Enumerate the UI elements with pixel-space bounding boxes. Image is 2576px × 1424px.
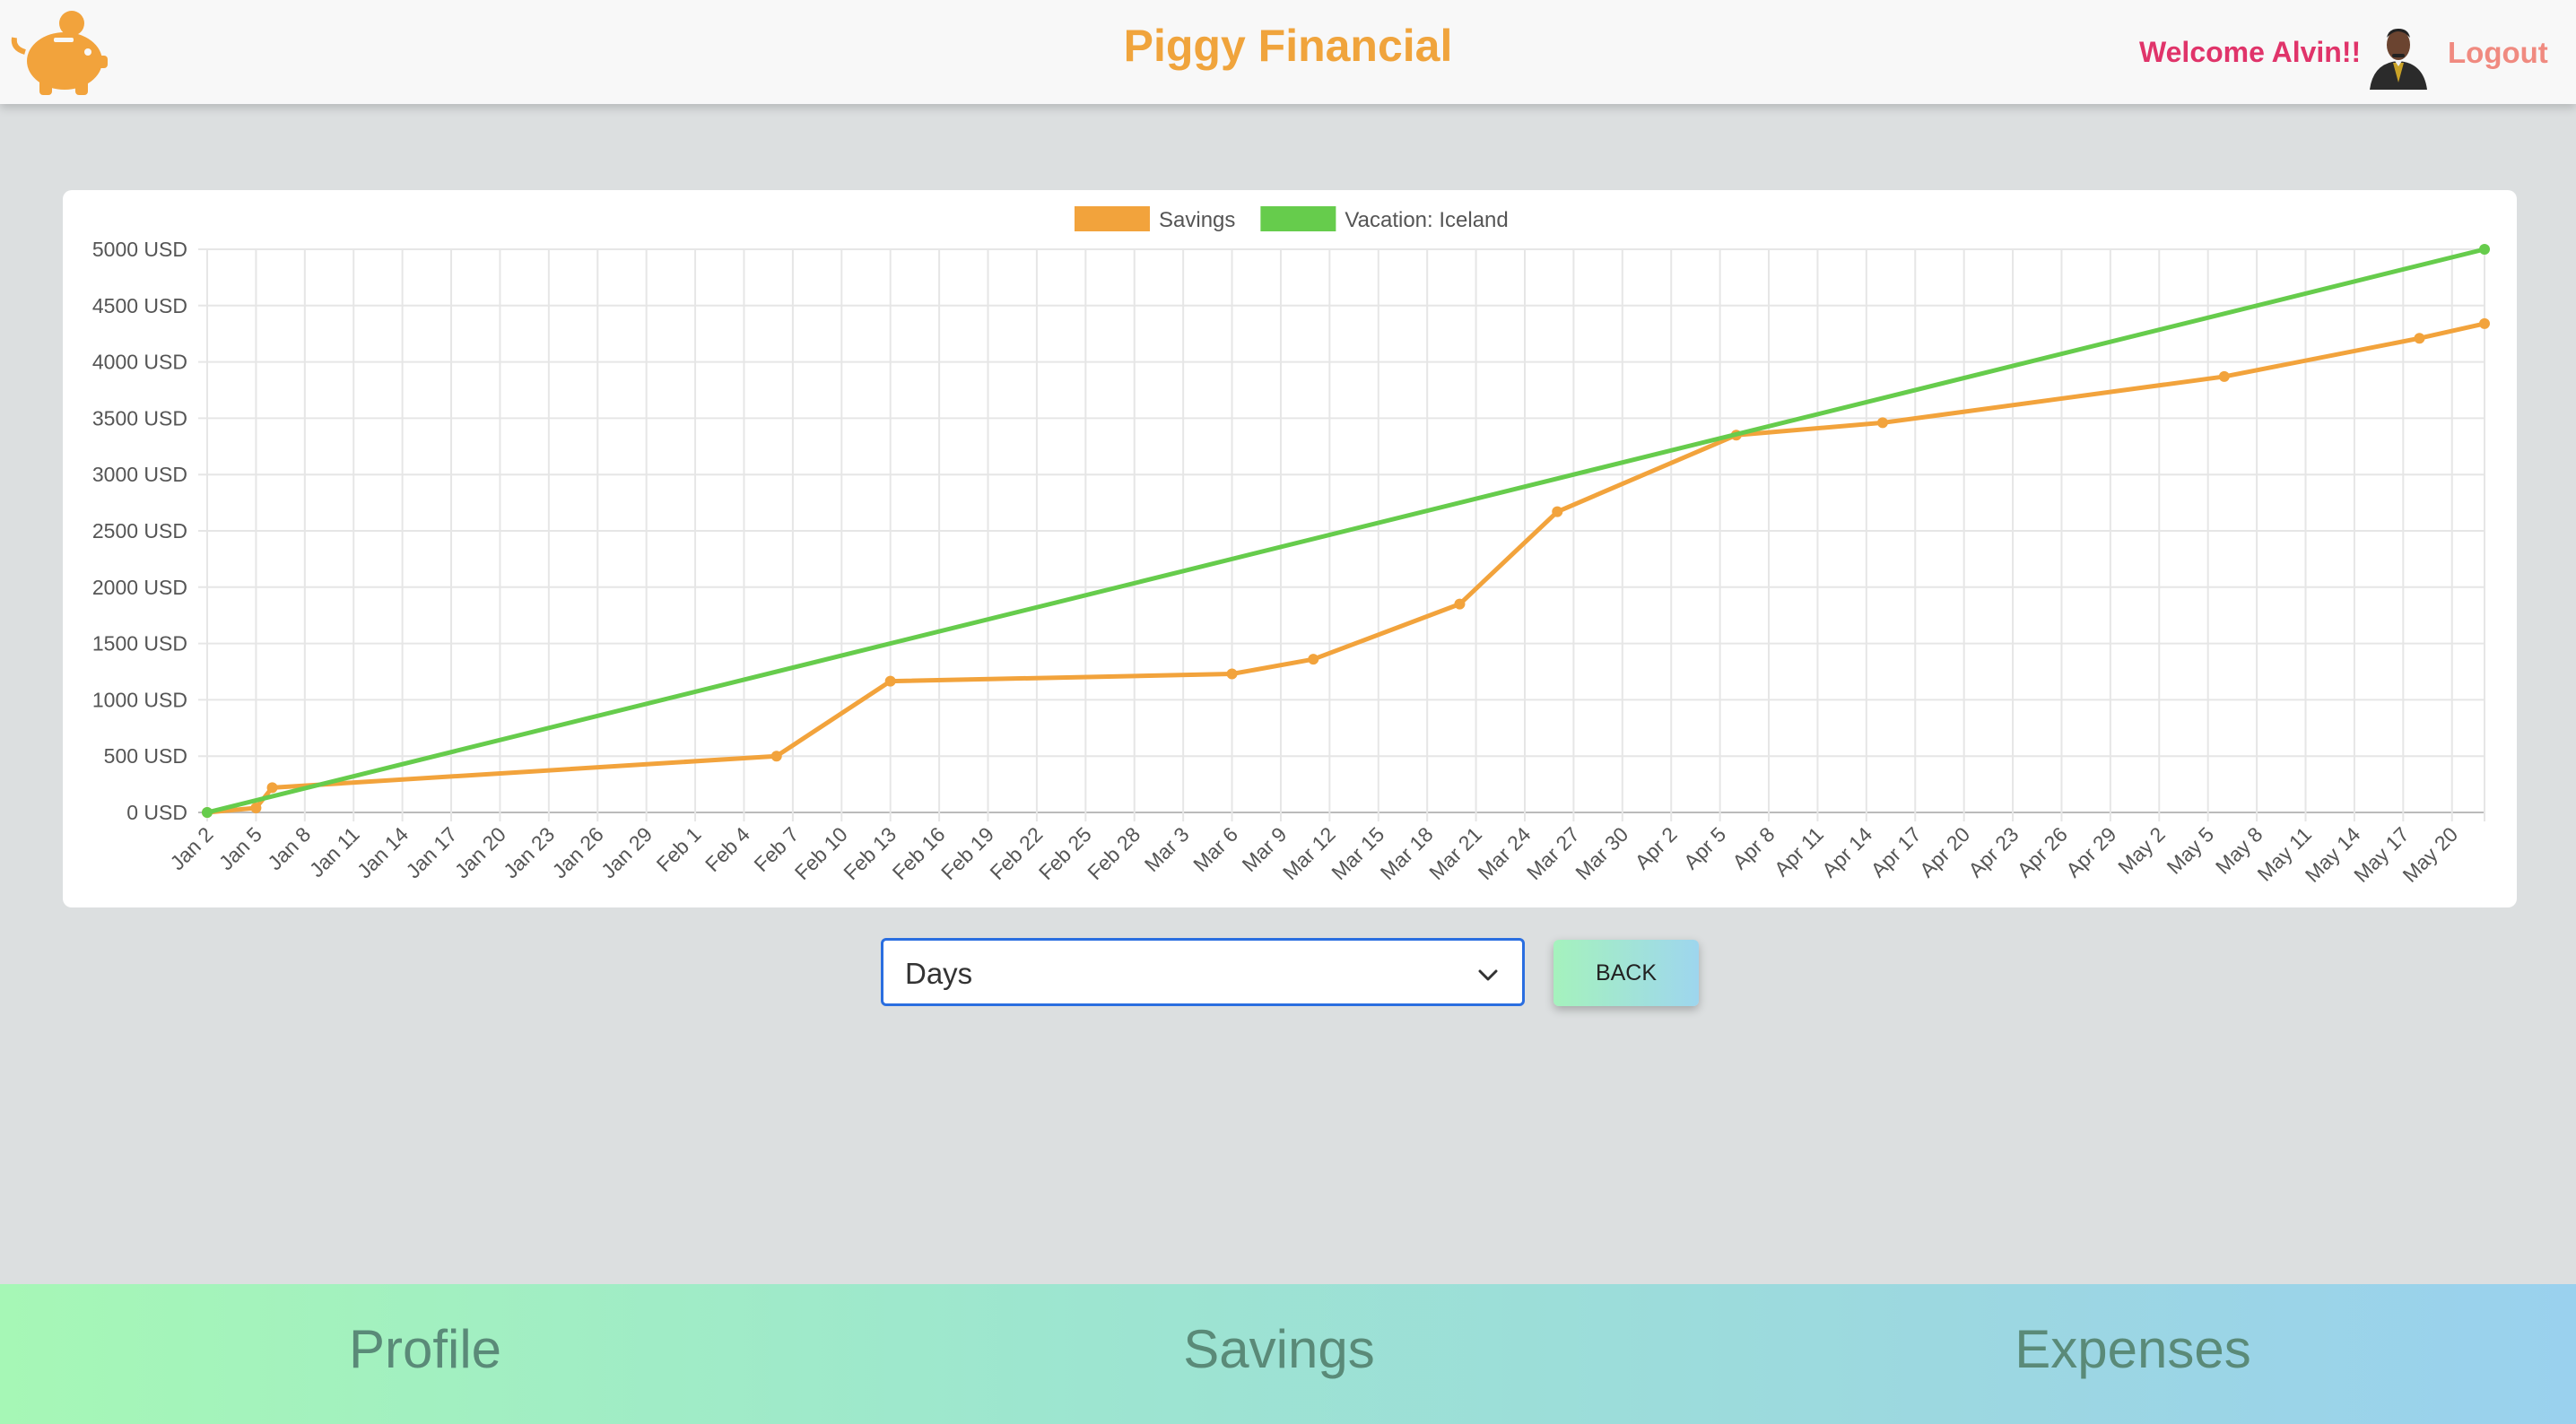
x-tick-label: Mar 6 [1188, 822, 1242, 876]
x-tick-label: Mar 12 [1278, 822, 1340, 884]
y-tick-label: 3500 USD [92, 406, 187, 430]
x-tick-label: Mar 24 [1474, 822, 1536, 884]
x-tick-label: Apr 23 [1963, 822, 2023, 881]
period-select-value: Days [905, 957, 973, 990]
savings-chart-card: 5000 USD 4500 USD 4000 USD 3500 USD 3000 USD… [63, 190, 2517, 907]
x-tick-label: Mar 15 [1327, 822, 1388, 884]
x-tick-label: Feb 4 [701, 822, 754, 876]
data-point [202, 807, 213, 818]
nav-profile[interactable]: Profile [348, 1319, 502, 1379]
x-tick-label: Apr 14 [1817, 822, 1876, 881]
welcome-message: Welcome Alvin!! [2139, 36, 2362, 68]
y-tick-label: 4500 USD [92, 294, 187, 317]
x-tick-label: Apr 29 [2061, 822, 2120, 881]
x-tick-label: Apr 17 [1866, 822, 1925, 881]
chart-grid [198, 248, 2485, 821]
data-point [1454, 598, 1466, 610]
top-header: Piggy Financial Welcome Alvin!! Logout [0, 0, 2576, 104]
data-point [1308, 654, 1319, 665]
x-tick-label: Mar 30 [1571, 822, 1632, 884]
x-tick-label: Jan 29 [596, 822, 657, 882]
x-tick-label: Jan 17 [401, 822, 461, 882]
legend-label: Vacation: Iceland [1345, 208, 1508, 232]
series-line-vacation-iceland [206, 247, 2485, 815]
data-point [1876, 417, 1888, 429]
legend-swatch [1075, 206, 1150, 231]
legend-swatch [1260, 206, 1336, 231]
y-tick-label: 5000 USD [92, 238, 187, 261]
data-point [266, 782, 278, 794]
x-tick-label: Mar 21 [1424, 822, 1486, 884]
x-tick-label: Feb 25 [1034, 822, 1096, 884]
x-tick-label: Jan 11 [305, 822, 364, 881]
x-tick-label: Apr 2 [1630, 822, 1681, 873]
x-tick-label: Feb 1 [652, 822, 706, 876]
savings-line-chart: 5000 USD 4500 USD 4000 USD 3500 USD 3000 USD… [92, 206, 2490, 887]
y-tick-label: 4000 USD [92, 351, 187, 374]
x-tick-label: Apr 11 [1770, 822, 1828, 881]
x-tick-label: Jan 23 [499, 822, 559, 882]
chevron-down-icon [1478, 969, 1498, 981]
data-point [770, 751, 782, 762]
nav-expenses[interactable]: Expenses [2015, 1319, 2251, 1379]
data-point [2479, 317, 2490, 329]
x-tick-label: Mar 18 [1376, 822, 1438, 884]
x-tick-label: Apr 26 [2013, 822, 2072, 881]
legend-label: Savings [1159, 208, 1235, 232]
nav-savings[interactable]: Savings [1183, 1319, 1375, 1379]
data-point [2218, 370, 2230, 382]
user-avatar[interactable] [2363, 18, 2434, 90]
x-tick-label: Jan 2 [165, 822, 217, 874]
data-point [2479, 244, 2490, 255]
y-axis-ticks: 5000 USD 4500 USD 4000 USD 3500 USD 3000 USD… [92, 238, 187, 824]
back-button[interactable]: BACK [1553, 940, 1699, 1006]
y-tick-label: 2000 USD [92, 576, 187, 599]
piggy-bank-logo-icon[interactable] [9, 5, 109, 97]
x-tick-label: May 2 [2113, 822, 2170, 879]
x-tick-label: Jan 14 [352, 822, 413, 882]
logout-link[interactable]: Logout [2448, 36, 2548, 69]
x-tick-label: Feb 16 [888, 822, 950, 884]
bottom-nav: Profile Savings Expenses [0, 1284, 2576, 1424]
data-point [250, 802, 262, 813]
app-title: Piggy Financial [1123, 21, 1453, 71]
period-select[interactable]: Days [881, 938, 1525, 1006]
y-tick-label: 3000 USD [92, 463, 187, 486]
x-tick-label: Feb 13 [839, 822, 901, 884]
x-tick-label: Mar 27 [1522, 822, 1584, 884]
x-tick-label: Feb 10 [790, 822, 852, 884]
x-tick-label: May 5 [2163, 822, 2219, 879]
chart-series [202, 244, 2490, 818]
data-point [1226, 668, 1238, 680]
x-tick-label: Feb 28 [1083, 822, 1144, 884]
data-point [1552, 506, 1563, 517]
x-tick-label: Jan 26 [548, 822, 608, 882]
x-tick-label: Jan 5 [214, 822, 266, 874]
x-tick-label: May 20 [2398, 822, 2463, 887]
y-tick-label: 1000 USD [92, 688, 187, 711]
x-tick-label: Jan 20 [450, 822, 510, 882]
y-tick-label: 2500 USD [92, 519, 187, 543]
y-tick-label: 1500 USD [92, 632, 187, 656]
y-tick-label: 500 USD [104, 744, 187, 768]
x-tick-label: Mar 3 [1140, 822, 1194, 876]
x-tick-label: Apr 5 [1679, 822, 1730, 873]
x-tick-label: Feb 22 [985, 822, 1047, 884]
x-tick-label: Apr 20 [1915, 822, 1974, 881]
series-line-savings [206, 321, 2485, 815]
y-tick-label: 0 USD [126, 801, 187, 824]
data-point [884, 675, 896, 687]
x-tick-label: Feb 19 [936, 822, 998, 884]
data-point [2414, 333, 2425, 344]
chart-legend: Savings Vacation: Iceland [1075, 206, 1509, 232]
